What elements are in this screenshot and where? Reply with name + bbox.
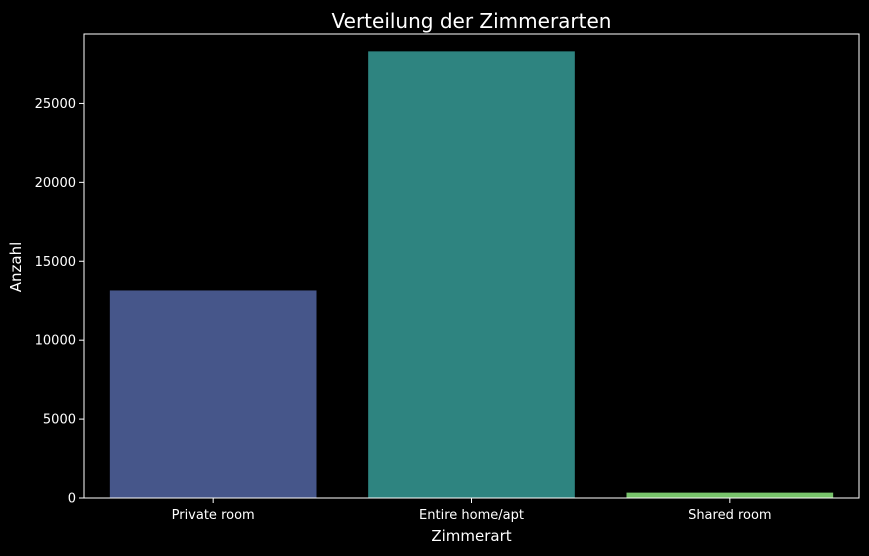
bar [109,290,317,498]
y-tick-label: 0 [68,492,76,507]
y-axis-label: Anzahl [7,242,25,293]
y-tick-label: 10000 [35,334,76,349]
y-tick-label: 25000 [35,97,76,112]
y-ticks: 0 5000 10000 15000 20000 25000 [35,97,84,507]
x-tick-label: Private room [172,508,255,523]
y-tick-label: 5000 [43,413,76,428]
x-ticks: Private room Entire home/apt Shared room [172,498,772,523]
x-axis-label: Zimmerart [431,527,511,545]
bar [368,51,575,499]
x-tick-label: Shared room [688,508,772,523]
bar [626,492,834,498]
y-tick-label: 20000 [35,176,76,191]
bars-layer [109,51,834,499]
y-tick-label: 15000 [35,255,76,270]
chart-title: Verteilung der Zimmerarten [332,9,612,33]
x-tick-label: Entire home/apt [419,508,524,523]
